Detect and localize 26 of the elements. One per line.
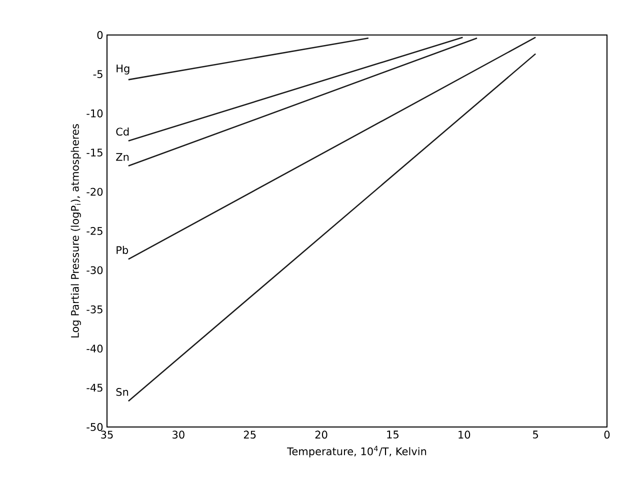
x-tick-label: 30 <box>172 430 184 439</box>
y-tick-label: -10 <box>86 109 103 118</box>
y-tick-label: -40 <box>86 344 103 353</box>
y-axis-title: Log Partial Pressure (logP$_{i}$), atmospheres <box>70 124 81 338</box>
y-tick-label: -20 <box>86 188 103 196</box>
series-label: Zn <box>116 153 129 161</box>
x-tick-label: 25 <box>244 430 256 439</box>
y-tick-label: -5 <box>93 70 102 78</box>
x-tick-label: 15 <box>387 430 398 438</box>
y-tick-label: -25 <box>86 227 102 235</box>
y-tick-label: -35 <box>86 305 102 314</box>
series-label: Cd <box>116 128 129 136</box>
x-tick-label: 20 <box>315 430 328 439</box>
x-axis-title: Temperature, 10$^{4}$/T, Kelvin <box>287 446 426 458</box>
y-tick-label: -15 <box>86 148 102 156</box>
x-tick-label: 35 <box>101 430 113 439</box>
x-tick-label: 5 <box>533 430 538 438</box>
y-tick-label: -30 <box>86 266 103 274</box>
series-label: Pb <box>116 246 128 254</box>
x-tick-label: 10 <box>458 430 470 439</box>
series-label: Hg <box>116 64 130 74</box>
y-tick-label: -50 <box>86 423 103 431</box>
y-tick-label: -45 <box>86 384 102 392</box>
y-tick-label: 0 <box>97 31 103 39</box>
series-label: Sn <box>116 388 128 396</box>
x-tick-label: 0 <box>604 430 610 439</box>
